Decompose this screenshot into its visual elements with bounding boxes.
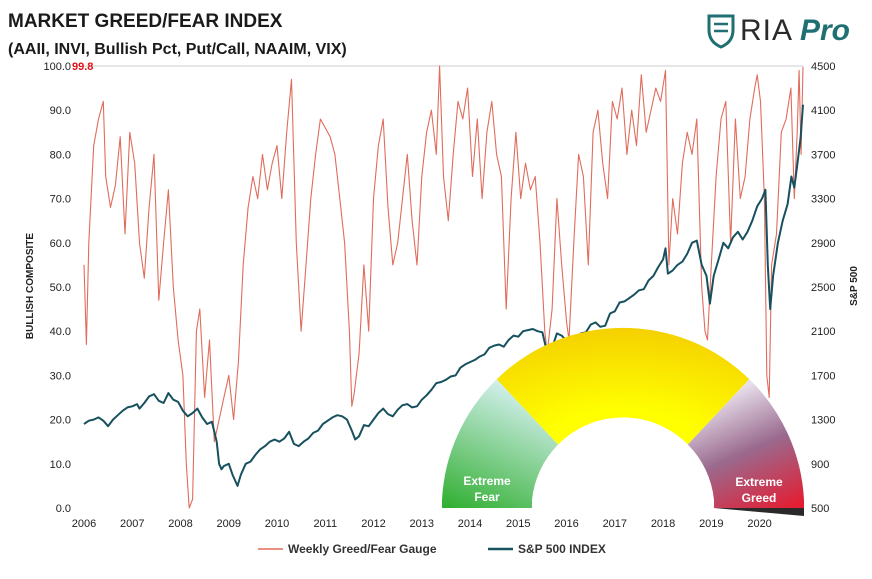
gauge-fear-segment <box>442 379 559 508</box>
y-right-tick: 1300 <box>811 415 835 427</box>
x-tick: 2018 <box>651 518 675 530</box>
greed-fear-line <box>83 65 804 509</box>
right-axis-label: S&P 500 <box>849 266 860 306</box>
gauge-greed-label-line2: Greed <box>742 491 777 505</box>
left-axis: 0.0 10.0 20.0 30.0 40.0 50.0 60.0 70.0 80.0 90.0 1… <box>43 61 93 515</box>
x-tick: 2007 <box>120 518 144 530</box>
chart-title: MARKET GREED/FEAR INDEX <box>8 11 283 32</box>
gauge-fear-label-line2: Fear <box>474 490 500 504</box>
legend-label-sp500: S&P 500 INDEX <box>518 542 606 556</box>
y-left-tick: 10.0 <box>50 459 71 471</box>
shield-icon <box>707 14 735 49</box>
y-left-tick: 70.0 <box>50 194 71 206</box>
gauge-needle-base <box>714 508 804 516</box>
x-tick: 2015 <box>506 518 530 530</box>
logo: RIA Pro <box>707 14 850 49</box>
y-right-tick: 3300 <box>811 194 835 206</box>
legend: Weekly Greed/Fear Gauge S&P 500 INDEX <box>258 542 606 556</box>
y-right-tick: 4100 <box>811 105 835 117</box>
logo-suffix: Pro <box>800 14 850 47</box>
x-tick: 2014 <box>458 518 482 530</box>
y-right-tick: 2900 <box>811 238 835 250</box>
x-tick: 2013 <box>410 518 434 530</box>
y-left-tick: 50.0 <box>50 282 71 294</box>
last-value-label: 99.8 <box>72 61 93 73</box>
x-tick: 2009 <box>217 518 241 530</box>
legend-label-gauge: Weekly Greed/Fear Gauge <box>288 542 437 556</box>
y-right-tick: 3700 <box>811 149 835 161</box>
gauge-greed-label-line1: Extreme <box>735 475 783 489</box>
x-tick: 2016 <box>554 518 578 530</box>
x-tick: 2006 <box>72 518 96 530</box>
right-axis: 500 900 1300 1700 2100 2500 2900 3300 3700 4100 45… <box>811 61 835 515</box>
greed-fear-gauge: Extreme Fear Extreme Greed <box>442 327 804 516</box>
y-right-tick: 500 <box>811 503 829 515</box>
y-right-tick: 1700 <box>811 370 835 382</box>
series-layer <box>83 65 804 509</box>
y-right-tick: 2500 <box>811 282 835 294</box>
x-tick: 2017 <box>603 518 627 530</box>
x-tick: 2010 <box>265 518 289 530</box>
gauge-neutral-segment <box>496 327 750 445</box>
x-tick: 2019 <box>699 518 723 530</box>
x-tick: 2020 <box>747 518 771 530</box>
x-axis: 2006 2007 2008 2009 2010 2011 2012 2013 2014 2015… <box>72 518 772 530</box>
y-left-tick: 0.0 <box>56 503 71 515</box>
y-left-tick: 80.0 <box>50 149 71 161</box>
y-right-tick: 2100 <box>811 326 835 338</box>
gauge-greed-segment <box>687 379 804 508</box>
y-left-tick: 100.0 <box>43 61 71 73</box>
y-left-tick: 90.0 <box>50 105 71 117</box>
logo-name: RIA <box>740 14 793 47</box>
y-left-tick: 60.0 <box>50 238 71 250</box>
gauge-fear-label-line1: Extreme <box>463 474 511 488</box>
left-axis-label: BULLISH COMPOSITE <box>25 233 36 339</box>
y-right-tick: 900 <box>811 459 829 471</box>
x-tick: 2008 <box>168 518 192 530</box>
y-left-tick: 20.0 <box>50 415 71 427</box>
y-right-tick: 4500 <box>811 61 835 73</box>
y-left-tick: 30.0 <box>50 370 71 382</box>
chart-subtitle: (AAII, INVI, Bullish Pct, Put/Call, NAAI… <box>8 41 347 58</box>
x-tick: 2012 <box>361 518 385 530</box>
x-tick: 2011 <box>313 518 337 530</box>
y-left-tick: 40.0 <box>50 326 71 338</box>
sp500-line <box>83 104 804 487</box>
